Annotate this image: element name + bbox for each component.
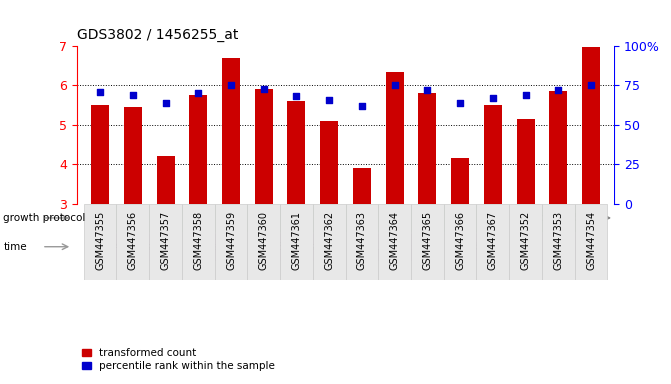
- Text: 12 days: 12 days: [454, 242, 499, 252]
- Bar: [222, 58, 240, 204]
- Point: [488, 95, 499, 101]
- Point: [225, 83, 236, 89]
- Bar: [582, 47, 600, 204]
- Point: [422, 87, 433, 93]
- Point: [553, 87, 564, 93]
- Point: [324, 96, 335, 103]
- Point: [127, 92, 138, 98]
- Bar: [156, 156, 174, 204]
- Bar: [419, 93, 436, 204]
- Point: [455, 100, 466, 106]
- Bar: [91, 105, 109, 204]
- Bar: [215, 204, 248, 280]
- Bar: [517, 119, 535, 204]
- Point: [520, 92, 531, 98]
- Bar: [542, 204, 574, 280]
- Point: [291, 93, 302, 99]
- Bar: [313, 204, 346, 280]
- Point: [193, 90, 203, 96]
- Point: [586, 83, 597, 89]
- Bar: [320, 121, 338, 204]
- Bar: [287, 101, 305, 204]
- Bar: [411, 204, 444, 280]
- Bar: [378, 204, 411, 280]
- Bar: [124, 107, 142, 204]
- Bar: [280, 204, 313, 280]
- Bar: [509, 233, 607, 261]
- Bar: [509, 204, 542, 280]
- Text: 10 days: 10 days: [372, 242, 417, 252]
- Bar: [476, 204, 509, 280]
- Bar: [117, 204, 149, 280]
- Bar: [189, 95, 207, 204]
- Text: time: time: [3, 242, 27, 252]
- Text: 6 days: 6 days: [196, 242, 233, 252]
- Point: [95, 89, 105, 95]
- Legend: transformed count, percentile rank within the sample: transformed count, percentile rank withi…: [83, 348, 275, 371]
- Text: control: control: [539, 213, 578, 223]
- Text: growth protocol: growth protocol: [3, 213, 86, 223]
- Bar: [386, 72, 404, 204]
- Bar: [444, 233, 509, 261]
- Bar: [509, 204, 607, 232]
- Bar: [182, 204, 215, 280]
- Bar: [346, 233, 444, 261]
- Bar: [444, 204, 476, 280]
- Bar: [574, 204, 607, 280]
- Text: n/a: n/a: [550, 242, 567, 252]
- Bar: [248, 204, 280, 280]
- Bar: [84, 204, 509, 232]
- Point: [356, 103, 367, 109]
- Bar: [484, 105, 502, 204]
- Bar: [255, 89, 272, 204]
- Bar: [248, 233, 346, 261]
- Bar: [353, 168, 371, 204]
- Bar: [149, 204, 182, 280]
- Bar: [550, 91, 567, 204]
- Bar: [182, 233, 248, 261]
- Bar: [451, 158, 469, 204]
- Bar: [84, 233, 182, 261]
- Text: DMSO: DMSO: [279, 213, 313, 223]
- Text: GDS3802 / 1456255_at: GDS3802 / 1456255_at: [77, 28, 238, 42]
- Point: [258, 86, 269, 92]
- Text: 8 days: 8 days: [278, 242, 315, 252]
- Bar: [84, 204, 117, 280]
- Point: [160, 100, 171, 106]
- Bar: [346, 204, 378, 280]
- Text: 4 days: 4 days: [114, 242, 151, 252]
- Point: [389, 83, 400, 89]
